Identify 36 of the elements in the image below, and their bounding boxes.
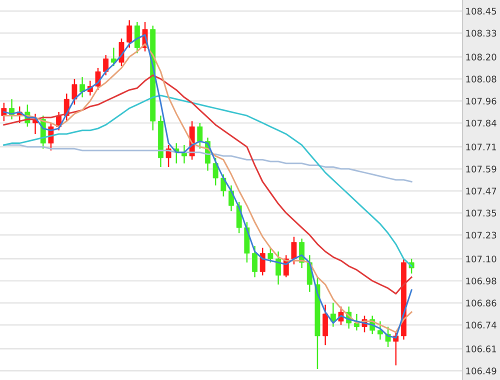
candlestick xyxy=(252,245,258,278)
y-tick-label: 106.98 xyxy=(466,278,496,284)
candlestick xyxy=(260,247,266,276)
y-tick-label: 107.59 xyxy=(466,166,496,172)
candlestick xyxy=(291,236,297,265)
candlestick xyxy=(212,157,218,186)
candlestick xyxy=(134,21,140,54)
candlestick xyxy=(80,76,86,98)
y-tick-label: 108.33 xyxy=(466,30,496,37)
y-tick-label: 107.71 xyxy=(466,144,496,150)
y-tick-label: 107.47 xyxy=(466,188,496,194)
candlestick xyxy=(377,320,383,340)
y-tick-label: 106.49 xyxy=(466,368,496,374)
candlestick xyxy=(126,20,132,48)
y-tick-label: 107.35 xyxy=(466,210,496,217)
y-tick-label: 106.74 xyxy=(466,322,496,328)
candlestick xyxy=(276,250,281,286)
candlestick xyxy=(228,184,234,212)
y-tick-label: 108.20 xyxy=(466,54,496,60)
line-series xyxy=(3,74,412,294)
candlestick xyxy=(118,38,124,67)
y-tick-label: 108.08 xyxy=(466,76,496,82)
candlestick xyxy=(72,78,78,106)
candlestick xyxy=(322,304,328,346)
candlestick xyxy=(220,174,226,198)
candlestick xyxy=(166,144,172,168)
y-tick-label: 108.45 xyxy=(466,8,496,15)
y-tick-label: 107.96 xyxy=(466,98,496,105)
y-tick-label: 107.23 xyxy=(466,232,496,239)
candlestick xyxy=(268,247,274,264)
y-tick-label: 107.84 xyxy=(466,120,496,127)
y-tick-label: 106.86 xyxy=(466,300,496,306)
y-tick-label: 106.61 xyxy=(466,346,496,352)
candlestick xyxy=(197,122,203,150)
candlestick xyxy=(103,54,109,76)
y-tick-label: 107.10 xyxy=(466,256,496,262)
